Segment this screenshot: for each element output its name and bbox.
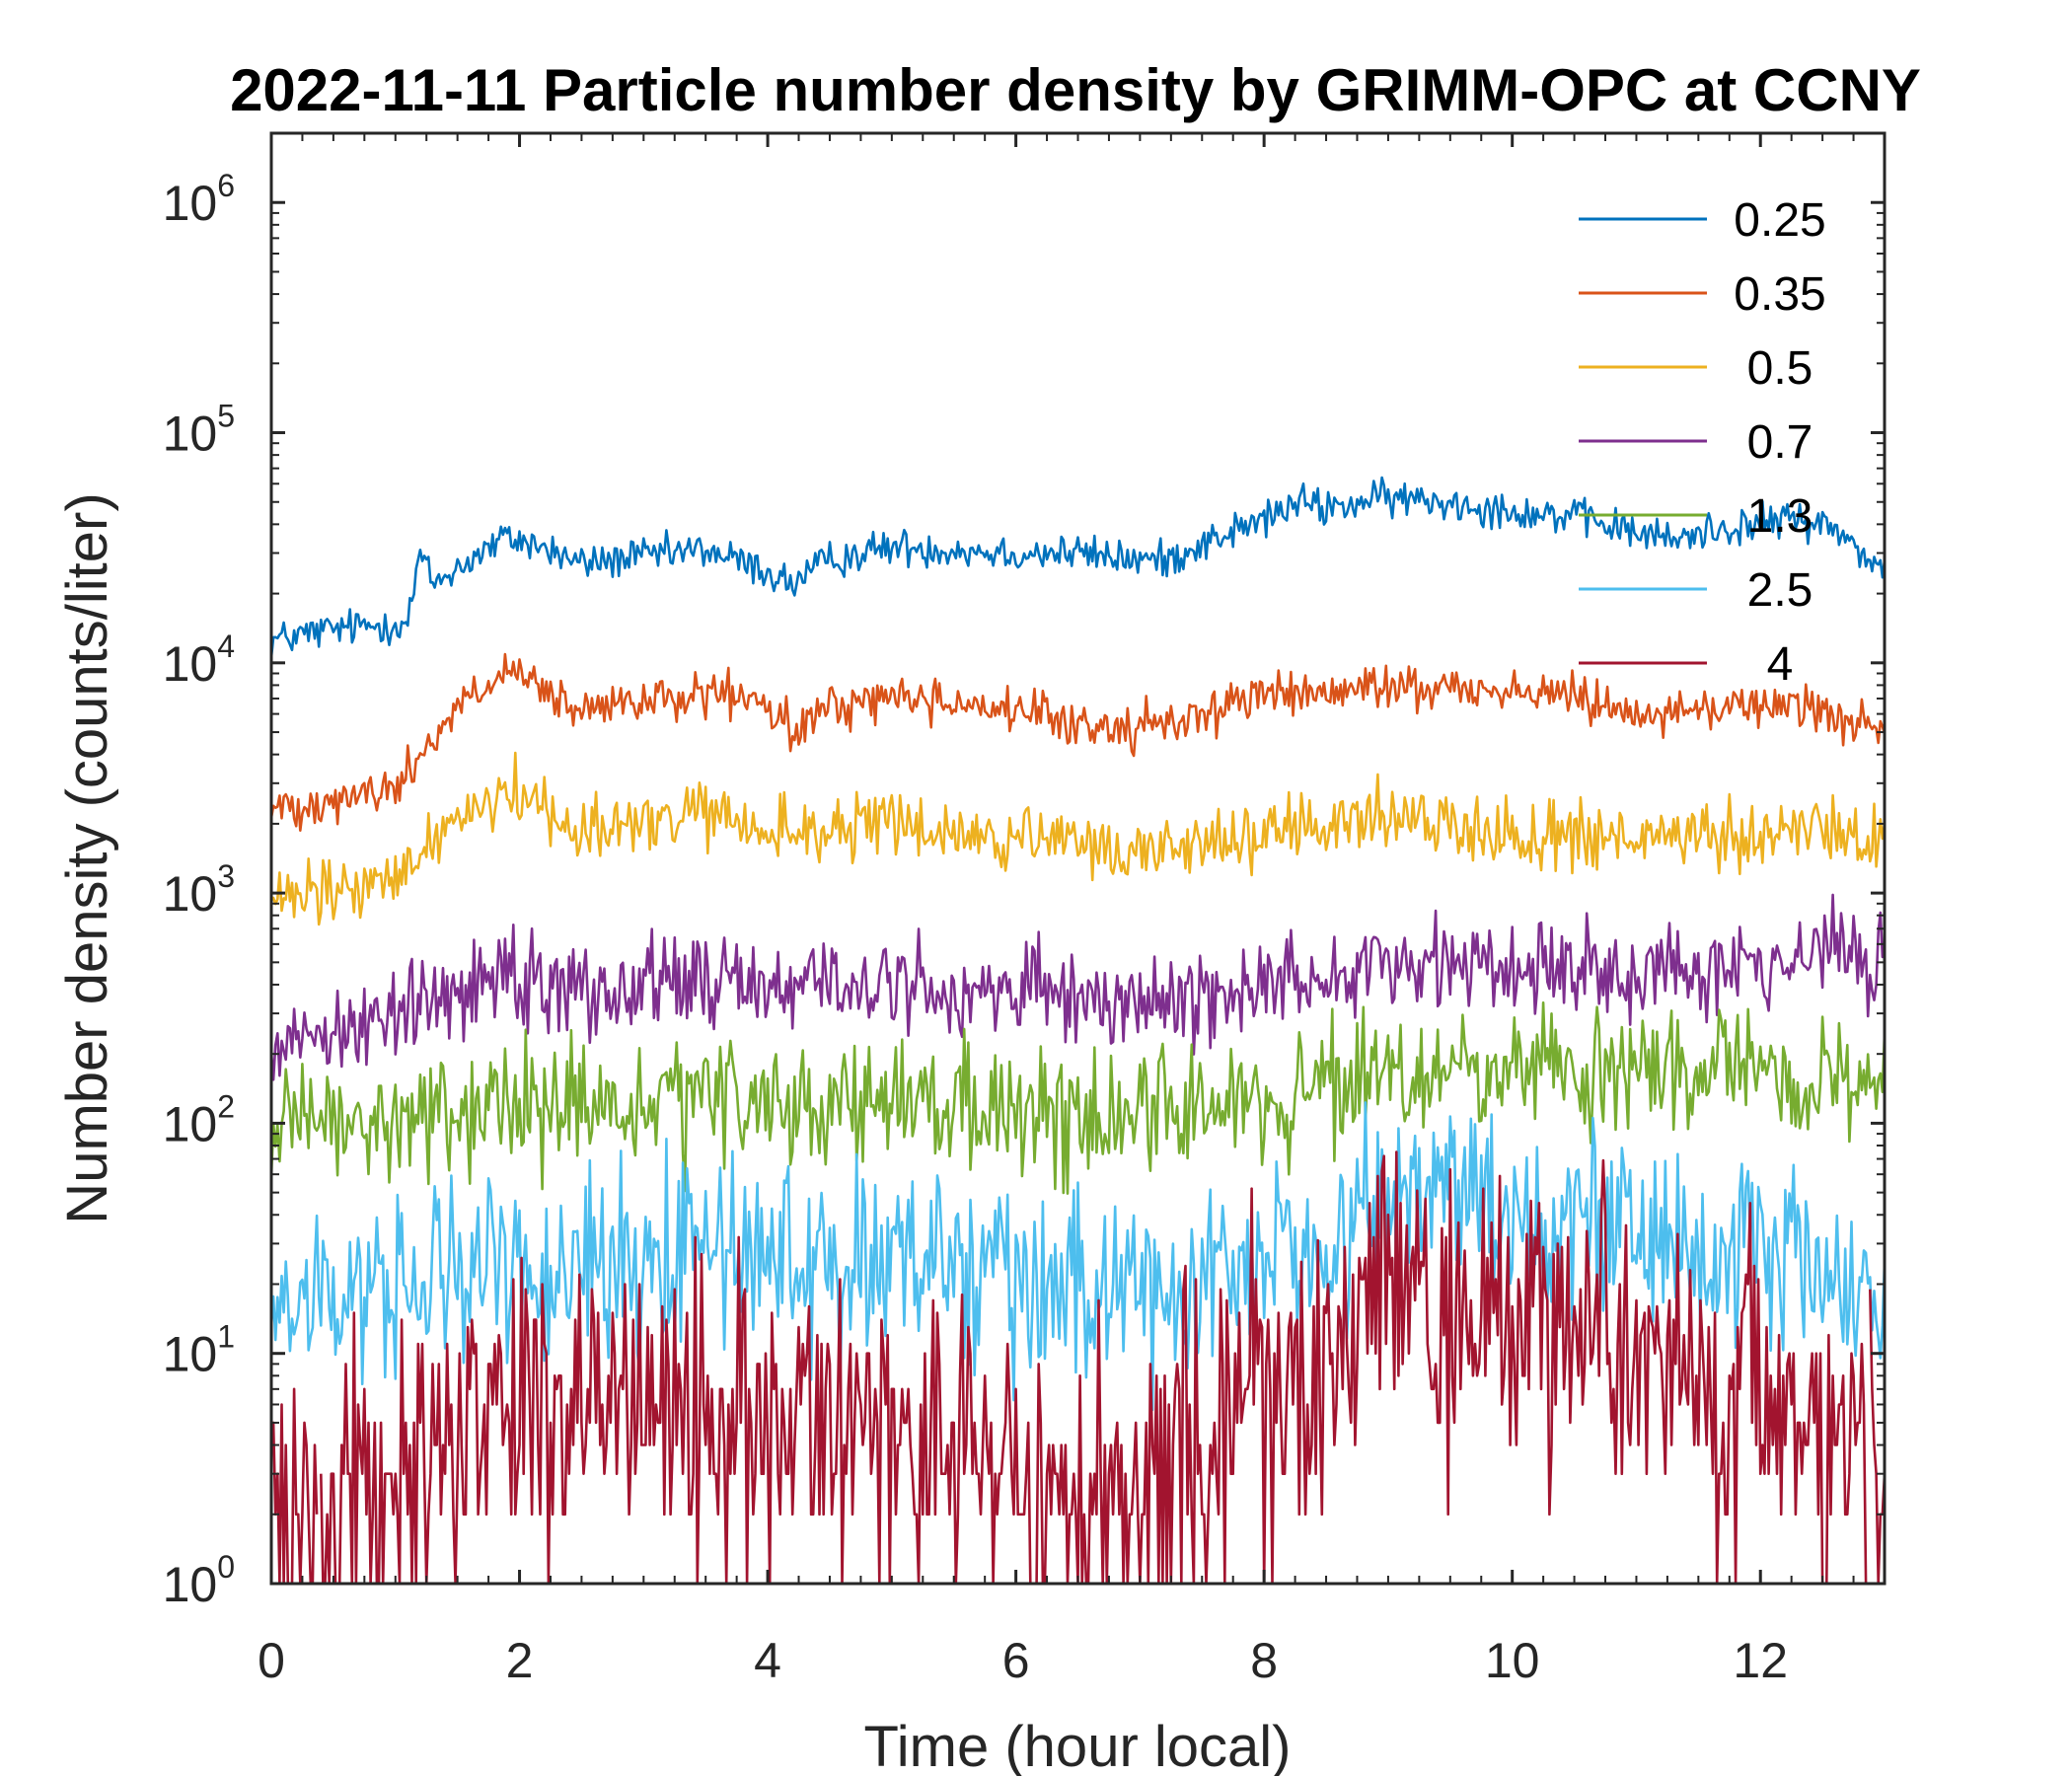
y-tick-label: 106 bbox=[163, 168, 235, 231]
legend-label-0-5: 0.5 bbox=[1747, 342, 1813, 395]
y-tick-label: 102 bbox=[163, 1088, 235, 1151]
series-line-2-5 bbox=[269, 1101, 1887, 1412]
x-tick-label: 12 bbox=[1733, 1633, 1788, 1688]
x-axis-label: Time (hour local) bbox=[864, 1715, 1292, 1776]
y-tick-label: 100 bbox=[163, 1549, 235, 1612]
y-tick-label: 101 bbox=[163, 1319, 235, 1382]
y-axis-label: Number density (counts/liter) bbox=[55, 492, 119, 1223]
y-tick-label: 103 bbox=[163, 858, 235, 922]
legend-label-1-3: 1.3 bbox=[1747, 490, 1813, 543]
series-line-0-7 bbox=[269, 893, 1887, 1081]
legend-label-0-35: 0.35 bbox=[1734, 268, 1825, 321]
x-tick-label: 8 bbox=[1250, 1633, 1278, 1688]
legend-label-4: 4 bbox=[1767, 638, 1794, 691]
x-tick-labels: 0 2 4 6 8 10 12 bbox=[258, 1633, 1788, 1688]
plot-box bbox=[269, 131, 1887, 1586]
series-line-0-25 bbox=[269, 476, 1887, 658]
y-tick-label: 105 bbox=[163, 399, 235, 462]
series-line-0-35 bbox=[269, 652, 1887, 832]
x-tick-label: 4 bbox=[754, 1633, 781, 1688]
legend-label-0-25: 0.25 bbox=[1734, 194, 1825, 247]
chart-title: 2022-11-11 Particle number density by GR… bbox=[230, 57, 1921, 123]
series-layer bbox=[269, 476, 1887, 1586]
x-tick-label: 0 bbox=[258, 1633, 285, 1688]
series-line-0-5 bbox=[270, 751, 1887, 926]
series-line-1-3 bbox=[269, 1000, 1887, 1195]
x-tick-label: 10 bbox=[1485, 1633, 1540, 1688]
plot-area bbox=[271, 133, 1885, 1584]
y-tick-labels: 100 101 102 103 104 105 106 bbox=[163, 168, 235, 1612]
x-tick-label: 6 bbox=[1002, 1633, 1030, 1688]
legend-label-0-7: 0.7 bbox=[1747, 416, 1813, 469]
y-tick-label: 104 bbox=[163, 629, 235, 692]
legend-label-2-5: 2.5 bbox=[1747, 564, 1813, 617]
x-tick-label: 2 bbox=[506, 1633, 534, 1688]
legend: 0.25 0.35 0.5 0.7 1.3 2.5 4 bbox=[1579, 194, 1826, 691]
